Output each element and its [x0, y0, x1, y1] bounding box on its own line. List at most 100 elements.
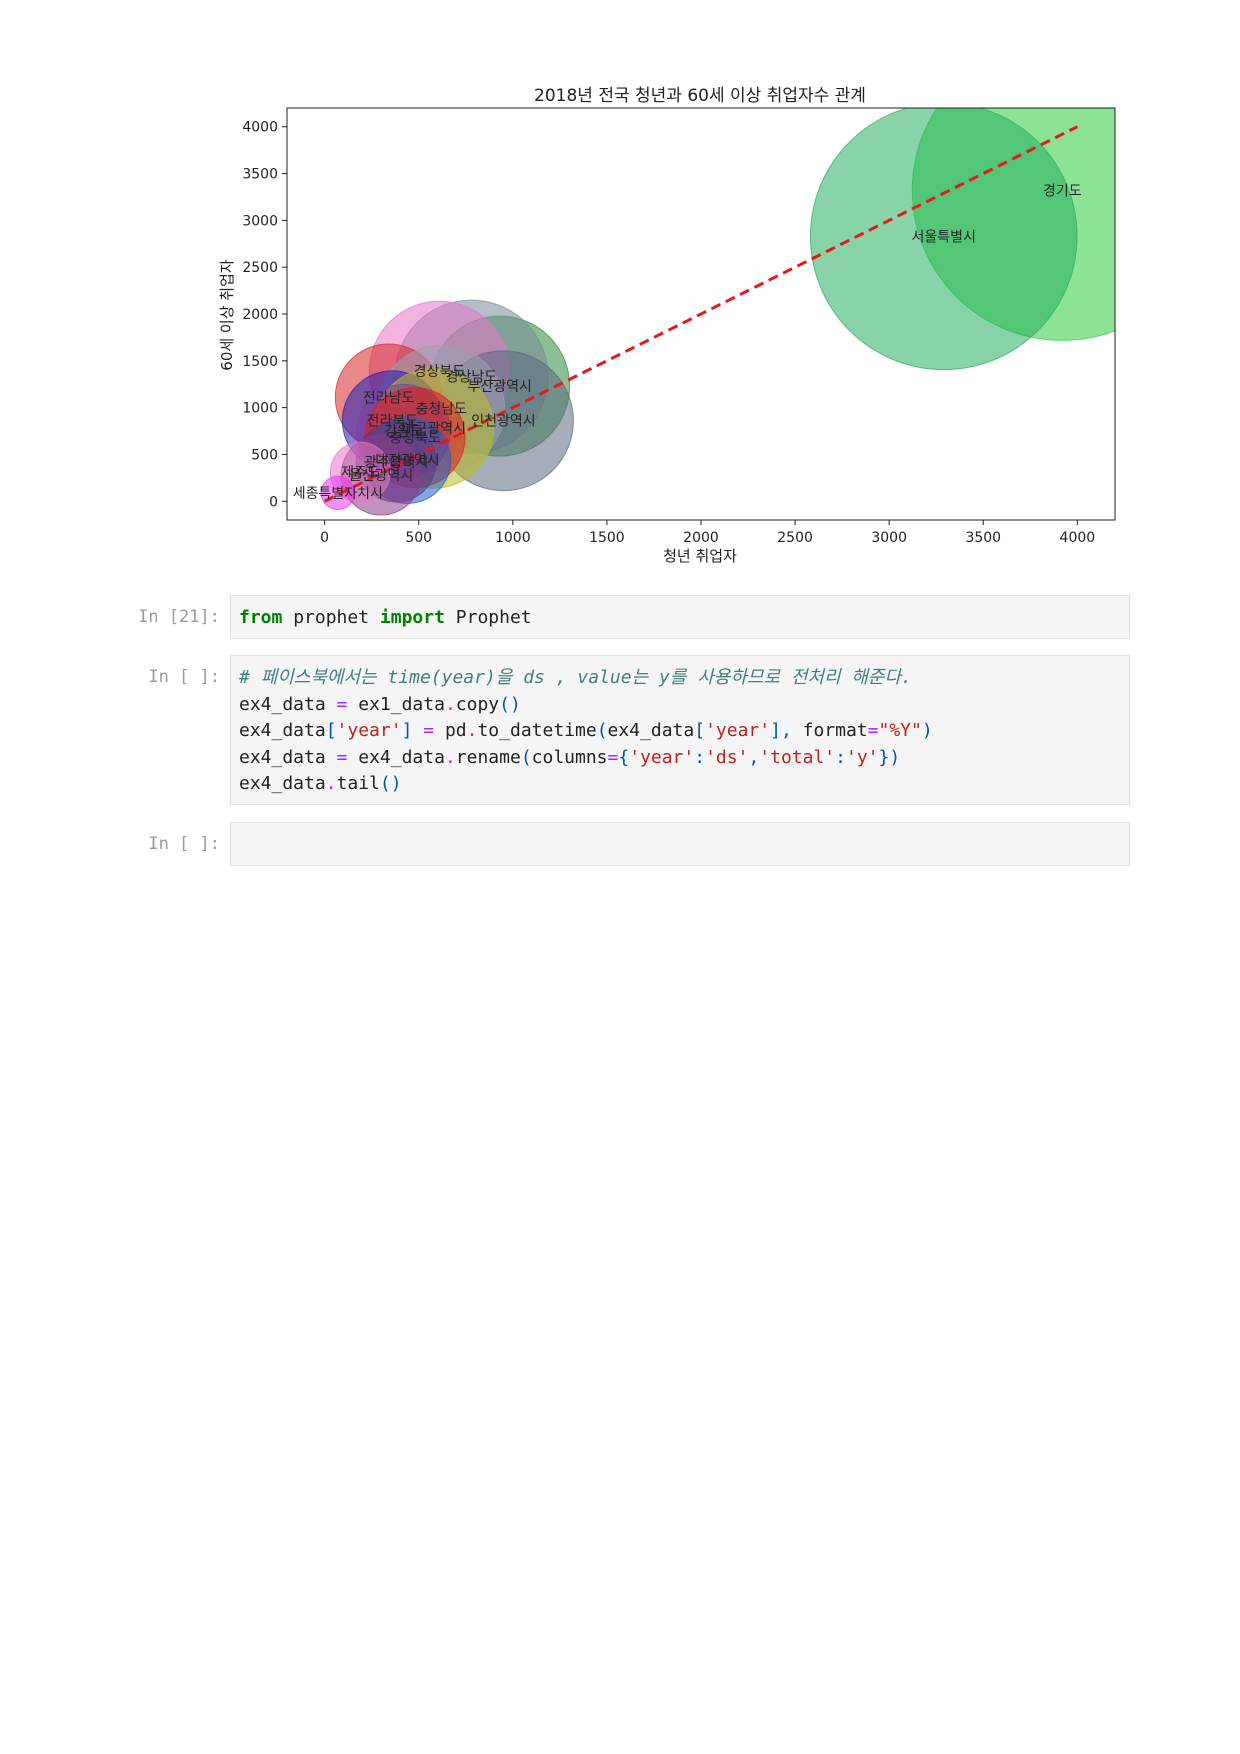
- punctuation: ,: [748, 746, 760, 768]
- bubble-label: 인천광역시: [471, 414, 535, 430]
- bubble-label: 경상남도: [446, 370, 498, 386]
- code-token: copy: [455, 693, 500, 715]
- x-tick-label: 2000: [683, 530, 719, 546]
- chart-title: 2018년 전국 청년과 60세 이상 취업자수 관계: [534, 86, 866, 106]
- class-name: Prophet: [444, 607, 532, 628]
- bubble-label: 광주광역시: [364, 455, 428, 471]
- y-tick-label: 1500: [242, 354, 278, 370]
- x-tick-label: 3000: [871, 530, 907, 546]
- plot-frame: [286, 107, 1116, 521]
- bubble-label: 대전광역시: [375, 453, 439, 469]
- bubble-label: 서울특별시: [912, 229, 976, 245]
- bubble-label: 경기도: [1043, 183, 1082, 199]
- bubble-label: 대구광역시: [402, 421, 466, 437]
- code-token: ex4_data: [239, 720, 326, 741]
- bubble-label: 충청남도: [416, 402, 468, 418]
- code-token: pd: [434, 720, 467, 741]
- code-token: ex1_data: [347, 693, 445, 715]
- code-token: tail: [336, 773, 380, 794]
- x-tick-label: 4000: [1060, 530, 1096, 546]
- bubble-label: 경상북도: [414, 364, 466, 380]
- x-tick-label: 0: [320, 530, 329, 546]
- operator: .: [466, 720, 478, 741]
- code-input[interactable]: # 페이스북에서는 time(year)을 ds , value는 y를 사용하…: [230, 655, 1130, 805]
- bubble-label: 충청북도: [389, 431, 441, 447]
- y-axis-label: 60세 이상 취업자: [218, 259, 236, 371]
- x-tick-label: 1000: [495, 530, 531, 546]
- operator: =: [867, 720, 879, 741]
- cell-prompt: In [ ]:: [148, 834, 220, 854]
- keyword-import: import: [379, 607, 445, 628]
- bubble-point: [320, 475, 355, 511]
- bubble-label: 울산광역시: [349, 468, 413, 484]
- operator: =: [607, 746, 619, 768]
- code-token: to_datetime: [477, 720, 597, 741]
- operator: =: [423, 720, 435, 741]
- operator: .: [325, 773, 337, 794]
- scatter-chart-figure: 2018년 전국 청년과 60세 이상 취업자수 관계 청년 취업자 60세 이…: [0, 0, 1240, 580]
- string-literal: 'year': [705, 720, 771, 741]
- code-token: ex4_data: [347, 746, 445, 768]
- punctuation: (): [499, 693, 521, 715]
- string-literal: 'year': [629, 746, 695, 768]
- punctuation: [: [325, 720, 337, 741]
- punctuation: :: [694, 746, 706, 768]
- y-tick-label: 3500: [242, 167, 278, 183]
- code-token: format: [802, 720, 868, 741]
- y-tick-label: 2000: [242, 307, 278, 323]
- bubble-label: 강원도: [384, 424, 423, 440]
- punctuation: ): [921, 720, 933, 741]
- bubble-label: 부산광역시: [467, 379, 531, 395]
- x-tick-label: 1500: [589, 530, 625, 546]
- string-literal: 'ds': [705, 746, 749, 768]
- bubble-label: 전라북도: [367, 414, 419, 430]
- punctuation: (: [596, 720, 608, 741]
- operator: =: [336, 746, 348, 768]
- punctuation: }): [878, 746, 901, 768]
- code-token: ex4_data: [239, 693, 337, 715]
- code-token: ex4_data: [239, 746, 337, 768]
- y-tick-label: 4000: [242, 120, 278, 136]
- code-token: [412, 720, 423, 741]
- string-literal: 'year': [336, 720, 402, 741]
- punctuation: [: [694, 720, 706, 741]
- operator: .: [444, 746, 456, 768]
- code-token: columns: [531, 746, 608, 768]
- cell-prompt: In [ ]:: [148, 667, 220, 687]
- punctuation: (): [379, 773, 402, 794]
- string-literal: 'total': [759, 746, 836, 768]
- module-name: prophet: [282, 607, 380, 628]
- y-tick-label: 0: [269, 494, 278, 510]
- punctuation: :: [835, 746, 846, 768]
- keyword-from: from: [239, 607, 283, 628]
- bubble-point: [809, 108, 1078, 371]
- punctuation: (: [520, 746, 532, 768]
- bubble-label: 제주도: [341, 465, 380, 481]
- operator: .: [444, 693, 456, 715]
- code-input[interactable]: from prophet import Prophet: [230, 595, 1130, 639]
- trend-line: [323, 125, 1079, 503]
- scatter-chart: 2018년 전국 청년과 60세 이상 취업자수 관계 청년 취업자 60세 이…: [218, 86, 1116, 565]
- y-tick-label: 1000: [242, 401, 278, 417]
- y-tick-label: 3000: [242, 213, 278, 229]
- bubble-label: 세종특별자치시: [293, 486, 383, 502]
- code-token: ex4_data: [239, 773, 326, 794]
- bubble-label: 전라남도: [363, 390, 415, 406]
- punctuation: ]: [401, 720, 413, 741]
- code-token: rename: [455, 746, 521, 768]
- y-tick-label: 500: [251, 447, 278, 463]
- string-literal: 'y': [845, 746, 879, 768]
- operator: =: [336, 693, 348, 715]
- string-literal: "%Y": [878, 720, 922, 741]
- x-tick-label: 2500: [777, 530, 813, 546]
- code-input[interactable]: [230, 822, 1130, 866]
- punctuation: ],: [770, 720, 803, 741]
- punctuation: {: [618, 746, 630, 768]
- code-comment: # 페이스북에서는 time(year)을 ds , value는 y를 사용하…: [239, 667, 912, 688]
- x-tick-label: 500: [405, 530, 432, 546]
- code-token: ex4_data: [607, 720, 695, 741]
- x-tick-label: 3500: [965, 530, 1001, 546]
- cell-prompt: In [21]:: [138, 607, 220, 627]
- x-axis-label: 청년 취업자: [663, 547, 737, 565]
